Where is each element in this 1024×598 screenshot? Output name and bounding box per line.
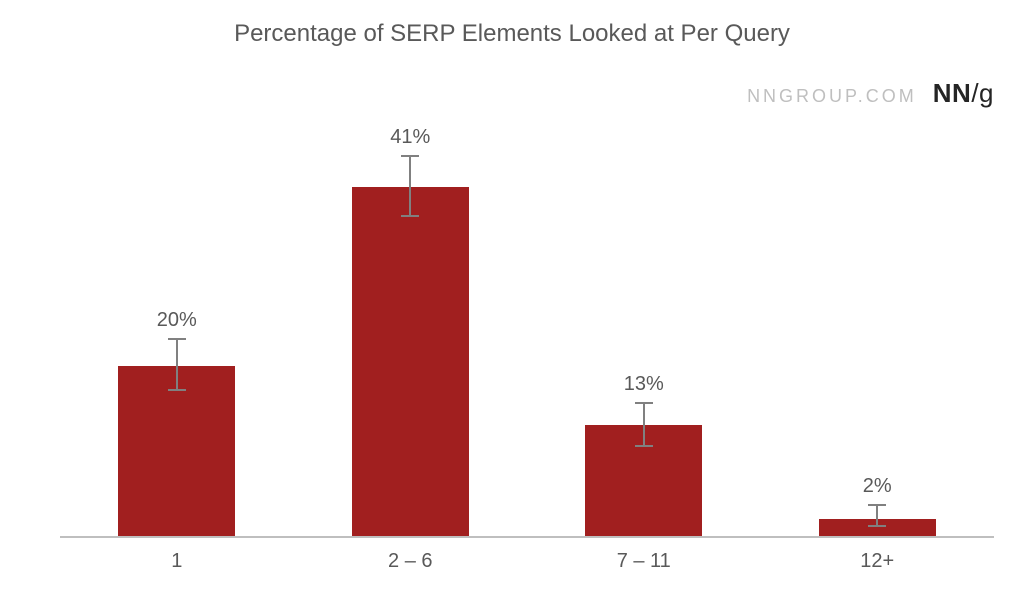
error-cap-top bbox=[401, 155, 419, 157]
x-axis-label: 2 – 6 bbox=[388, 550, 432, 573]
logo-bold: NN bbox=[933, 78, 972, 108]
error-cap-top bbox=[635, 402, 653, 404]
plot-area: 20%141%2 – 613%7 – 112%12+ bbox=[60, 110, 994, 538]
error-bar bbox=[176, 340, 178, 391]
x-axis-label: 12+ bbox=[860, 550, 894, 573]
value-label: 13% bbox=[624, 373, 664, 396]
error-bar bbox=[409, 157, 411, 217]
error-cap-top bbox=[168, 338, 186, 340]
bar-slot: 13%7 – 11 bbox=[527, 110, 761, 536]
chart-container: Percentage of SERP Elements Looked at Pe… bbox=[0, 0, 1024, 598]
chart-title: Percentage of SERP Elements Looked at Pe… bbox=[0, 20, 1024, 48]
attribution-logo: NN/g bbox=[933, 78, 994, 109]
value-label: 2% bbox=[863, 475, 892, 498]
error-cap-bottom bbox=[635, 445, 653, 447]
error-cap-bottom bbox=[401, 215, 419, 217]
logo-rest: /g bbox=[971, 78, 994, 108]
bar bbox=[352, 187, 469, 536]
error-cap-bottom bbox=[868, 525, 886, 527]
error-bar bbox=[643, 404, 645, 447]
bar-slot: 2%12+ bbox=[761, 110, 995, 536]
x-axis-label: 7 – 11 bbox=[617, 550, 671, 573]
x-axis-label: 1 bbox=[171, 550, 182, 573]
value-label: 41% bbox=[390, 126, 430, 149]
bar-slot: 41%2 – 6 bbox=[294, 110, 528, 536]
error-cap-bottom bbox=[168, 389, 186, 391]
value-label: 20% bbox=[157, 309, 197, 332]
attribution-text: NNGROUP.COM bbox=[747, 86, 917, 107]
bar-slot: 20%1 bbox=[60, 110, 294, 536]
attribution: NNGROUP.COM NN/g bbox=[747, 78, 994, 109]
error-cap-top bbox=[868, 504, 886, 506]
error-bar bbox=[876, 506, 878, 527]
